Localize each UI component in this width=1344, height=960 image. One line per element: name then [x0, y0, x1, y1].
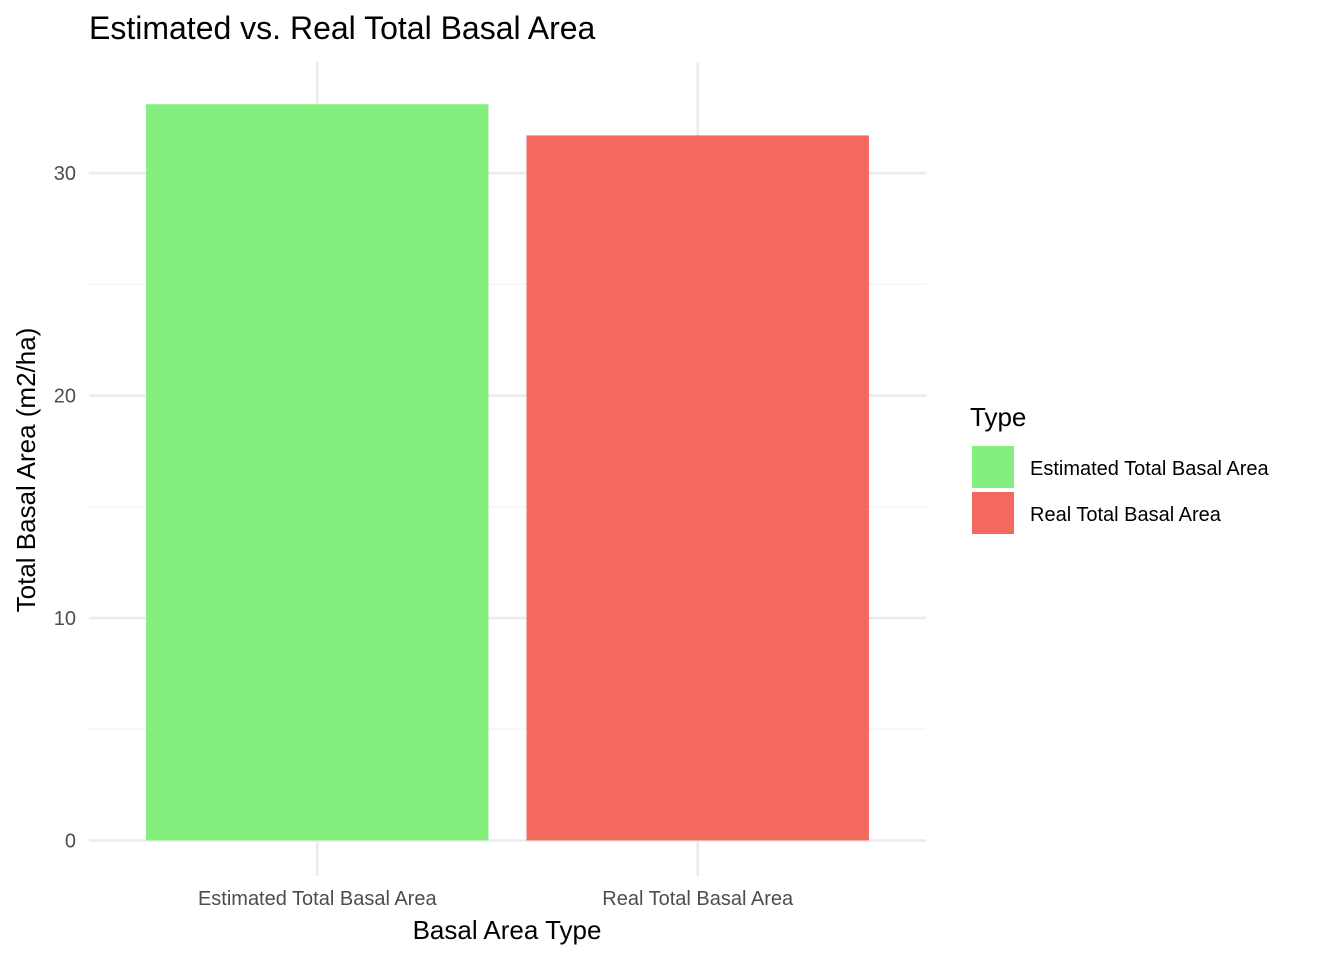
legend-label: Estimated Total Basal Area	[1030, 458, 1270, 480]
y-tick-label: 10	[54, 608, 76, 630]
legend: Type Estimated Total Basal Area Real Tota…	[970, 402, 1270, 534]
chart-title: Estimated vs. Real Total Basal Area	[89, 10, 596, 46]
bars	[146, 104, 869, 841]
x-axis-ticks: Estimated Total Basal Area Real Total Bas…	[198, 888, 794, 910]
legend-entries: Estimated Total Basal Area Real Total Bas…	[972, 446, 1270, 534]
bar	[146, 104, 489, 841]
y-tick-label: 0	[65, 830, 76, 852]
x-axis-title: Basal Area Type	[413, 915, 602, 945]
legend-swatch	[972, 492, 1014, 534]
x-tick-label: Real Total Basal Area	[602, 888, 794, 910]
y-axis-title: Total Basal Area (m2/ha)	[11, 328, 41, 613]
y-axis-ticks: 0 10 20 30	[54, 163, 76, 852]
y-tick-label: 30	[54, 163, 76, 185]
legend-swatch	[972, 446, 1014, 488]
bar	[526, 135, 869, 841]
x-tick-label: Estimated Total Basal Area	[198, 888, 438, 910]
y-tick-label: 20	[54, 386, 76, 408]
legend-title: Type	[970, 402, 1026, 432]
legend-label: Real Total Basal Area	[1030, 504, 1222, 526]
